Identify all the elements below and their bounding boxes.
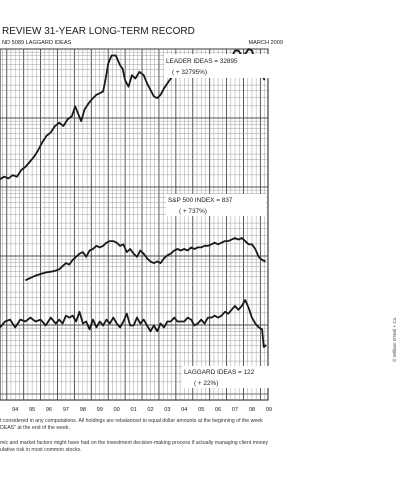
footnote-line-4: ulative risk in most common stocks.	[0, 447, 82, 453]
x-tick-label: 03	[164, 407, 170, 413]
x-tick-label: 98	[80, 407, 86, 413]
footnote-line-2: DEAS" at the end of the week.	[0, 425, 70, 431]
x-tick-label: 97	[63, 407, 69, 413]
x-tick-label: 04	[181, 407, 187, 413]
laggard-ideas-change: ( + 22%)	[194, 380, 218, 387]
x-tick-label: 94	[12, 407, 18, 413]
chart-subtitle: ND 5089 LAGGARD IDEAS	[2, 40, 72, 46]
sp500-label: S&P 500 INDEX = 837	[168, 197, 233, 204]
x-tick-label: 99	[97, 407, 103, 413]
copyright-notice: © William O'Neil + Co.	[392, 316, 397, 363]
x-tick-label: 06	[215, 407, 221, 413]
sp500-change: ( + 737%)	[179, 208, 207, 215]
leader-ideas-legend: LEADER IDEAS = 32895 ( + 32795%)	[164, 54, 282, 78]
chart-date: MARCH 2009	[248, 40, 283, 46]
chart-grid	[0, 48, 269, 401]
x-tick-label: 09	[266, 407, 272, 413]
sp500-legend: S&P 500 INDEX = 837 ( + 737%)	[166, 194, 266, 216]
x-axis-ticks: 94 95 96 97 98 99 00 01 02 03 04 05 06 07 08 09	[12, 407, 272, 413]
x-tick-label: 00	[114, 407, 120, 413]
laggard-ideas-legend: LAGGARD IDEAS = 122 ( + 22%)	[182, 366, 270, 388]
leader-ideas-label: LEADER IDEAS = 32895	[166, 58, 238, 65]
x-tick-label: 08	[249, 407, 255, 413]
x-tick-label: 07	[232, 407, 238, 413]
x-tick-label: 01	[130, 407, 136, 413]
sp500-line	[25, 237, 266, 282]
leader-ideas-change: ( + 32795%)	[172, 69, 207, 76]
x-tick-label: 05	[198, 407, 204, 413]
chart-title: REVIEW 31-YEAR LONG-TERM RECORD	[2, 26, 195, 37]
x-tick-label: 95	[29, 407, 35, 413]
x-tick-label: 96	[46, 407, 52, 413]
laggard-ideas-line	[0, 299, 267, 348]
x-tick-label: 02	[147, 407, 153, 413]
footnote-line-3: mic and market factors might have had on…	[0, 440, 269, 446]
laggard-ideas-label: LAGGARD IDEAS = 122	[184, 369, 255, 376]
footnote-line-1: t considered in any computations. All ho…	[0, 418, 263, 424]
